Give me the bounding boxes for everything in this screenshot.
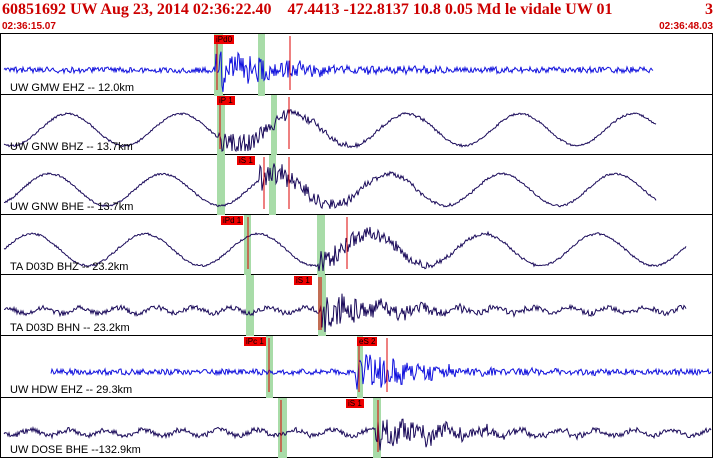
trace-canvas	[3, 155, 657, 215]
phase-pick-label[interactable]: iPc 1	[244, 337, 266, 346]
time-window-band	[246, 275, 254, 336]
phase-pick-label[interactable]: iS 1	[346, 399, 364, 408]
time-window-band	[318, 275, 326, 336]
trace-canvas	[3, 215, 687, 275]
phase-pick-label[interactable]: iPd 1	[221, 216, 244, 225]
time-window-band	[217, 95, 225, 155]
trace-canvas	[4, 275, 687, 336]
trace-panel[interactable]: iS 1 UW GNW BHE -- 13.7km	[0, 155, 713, 215]
station-label: UW GNW BHZ -- 13.7km	[10, 141, 133, 153]
station-label: UW GNW BHE -- 13.7km	[10, 201, 134, 213]
phase-pick-label[interactable]: iS 1	[294, 276, 312, 285]
station-label: UW GMW EHZ -- 12.0km	[10, 82, 135, 94]
time-window-band	[317, 215, 325, 275]
start-time: 02:36:15.07	[2, 21, 56, 32]
trace-panel[interactable]: iPc 1 eS 2 UW HDW EHZ -- 29.3km	[0, 336, 713, 398]
phase-pick-label[interactable]: eS 2	[357, 337, 378, 346]
phase-pick-label[interactable]: iPd0	[214, 35, 235, 44]
time-window-band	[214, 34, 223, 96]
time-window-band	[271, 95, 277, 155]
time-window-band	[373, 398, 381, 458]
trace-panel[interactable]: iS 1 TA D03D BHN -- 23.2km	[0, 275, 713, 336]
seismic-waveform	[3, 51, 654, 92]
trace-panel[interactable]: iPd 1 TA D03D BHZ -- 23.2km	[0, 215, 713, 275]
event-summary: 60851692 UW Aug 23, 2014 02:36:22.40 47.…	[2, 1, 613, 18]
event-extra: 3	[705, 1, 713, 18]
seismic-waveform	[3, 163, 657, 210]
trace-panel[interactable]: iPd0 UW GMW EHZ -- 12.0km	[0, 33, 713, 96]
phase-pick-label[interactable]: iS 1	[237, 156, 255, 165]
trace-panel[interactable]: iP 1 UW GNW BHZ -- 13.7km	[0, 95, 713, 155]
seismogram-panels: iPd0 UW GMW EHZ -- 12.0km iP 1 UW GNW BHZ -…	[0, 33, 715, 458]
seismic-waveform	[50, 354, 712, 390]
time-window-band	[269, 155, 276, 215]
station-label: TA D03D BHN -- 23.2km	[10, 322, 130, 334]
trace-canvas	[3, 398, 712, 458]
trace-canvas	[3, 34, 654, 96]
phase-pick-label[interactable]: iP 1	[217, 96, 235, 105]
time-window-band	[278, 398, 287, 458]
time-window-band	[217, 155, 225, 215]
trace-canvas	[3, 95, 657, 155]
event-header: 60851692 UW Aug 23, 2014 02:36:22.40 47.…	[0, 0, 715, 20]
station-label: UW HDW EHZ -- 29.3km	[10, 384, 133, 396]
trace-canvas	[50, 336, 712, 398]
seismic-waveform	[3, 226, 687, 272]
station-label: TA D03D BHZ -- 23.2km	[10, 261, 129, 273]
seismic-waveform	[3, 109, 657, 153]
seismic-waveform	[3, 418, 712, 451]
end-time: 02:36:48.03	[659, 21, 713, 32]
time-window-band	[357, 336, 363, 398]
seismic-waveform	[4, 293, 687, 333]
trace-panel[interactable]: iS 1 UW DOSE BHE --132.9km	[0, 398, 713, 458]
station-label: UW DOSE BHE --132.9km	[10, 444, 141, 456]
